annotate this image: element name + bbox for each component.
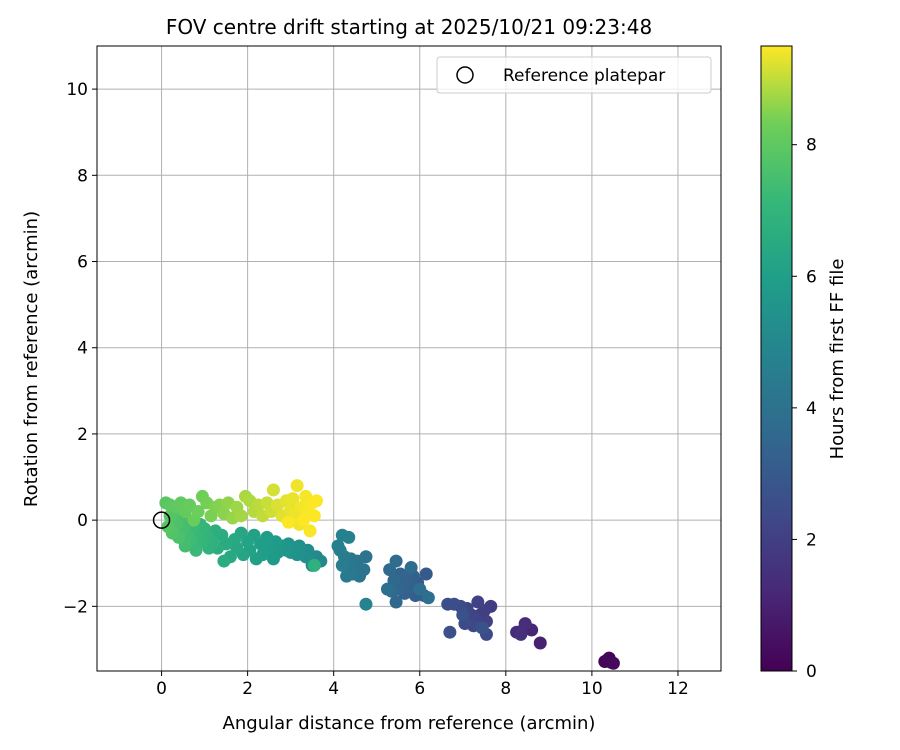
data-point [307, 558, 321, 572]
data-point [389, 554, 403, 568]
colorbar-ticks: 0 2 4 6 8 [792, 136, 817, 682]
legend-marker [456, 66, 474, 84]
x-tick-label: 0 [156, 679, 167, 699]
x-tick-label: 12 [667, 679, 689, 699]
reference-platepar-marker [152, 511, 171, 529]
x-tick-label: 10 [581, 679, 603, 699]
data-point [309, 494, 323, 508]
y-tick-label: 2 [77, 425, 88, 445]
data-point [340, 569, 354, 583]
data-point [290, 479, 304, 493]
data-point [404, 561, 418, 575]
data-point [335, 558, 349, 572]
legend-box [436, 56, 712, 94]
data-point [456, 608, 470, 622]
legend-label: Reference platepar [503, 66, 665, 86]
y-tick-label: 6 [77, 253, 88, 273]
data-point [518, 617, 532, 631]
x-tick-label: 8 [500, 679, 511, 699]
data-point [421, 591, 435, 605]
colorbar-tick-label: 2 [806, 530, 817, 550]
y-tick-label: 8 [77, 166, 88, 186]
data-point [331, 539, 345, 553]
x-axis-label: Angular distance from reference (arcmin) [223, 713, 596, 734]
data-point [471, 595, 485, 609]
data-point [303, 524, 317, 538]
data-point [606, 656, 620, 670]
data-point [413, 582, 427, 596]
x-tick-label: 6 [414, 679, 425, 699]
y-tick-label: 0 [77, 511, 88, 531]
data-point [266, 483, 280, 497]
legend: Reference platepar [436, 56, 712, 94]
data-point [475, 621, 489, 635]
y-axis-label: Rotation from reference (arcmin) [21, 211, 42, 507]
colorbar-tick-label: 0 [806, 662, 817, 682]
data-point [307, 509, 321, 523]
colorbar-tick-label: 4 [806, 399, 817, 419]
y-tick-label: −2 [63, 597, 88, 617]
data-point [217, 554, 231, 568]
data-point [189, 543, 203, 557]
axis-ticks: 0 2 4 6 8 10 12 −2 0 2 4 6 8 10 [63, 80, 689, 699]
data-point [443, 625, 457, 639]
data-points [159, 479, 620, 670]
x-tick-label: 2 [242, 679, 253, 699]
colorbar-gradient [760, 45, 793, 672]
data-point [441, 597, 455, 611]
colorbar-tick-label: 8 [806, 136, 817, 156]
x-tick-label: 4 [328, 679, 339, 699]
data-point [419, 567, 433, 581]
data-point [266, 552, 280, 566]
data-point [380, 582, 394, 596]
chart-title: FOV centre drift starting at 2025/10/21 … [166, 15, 652, 39]
data-point [234, 509, 248, 523]
data-point [359, 597, 373, 611]
colorbar-tick-label: 6 [806, 267, 817, 287]
data-point [191, 505, 205, 519]
y-tick-label: 4 [77, 339, 88, 359]
data-point [389, 595, 403, 609]
colorbar-label: Hours from first FF file [827, 259, 848, 460]
data-point [297, 513, 311, 527]
data-point [282, 515, 296, 529]
data-point [342, 530, 356, 544]
y-tick-label: 10 [66, 80, 88, 100]
data-point [286, 492, 300, 506]
data-point [533, 636, 547, 650]
data-point [161, 520, 175, 534]
data-point [514, 627, 528, 641]
colorbar: 0 2 4 6 8 Hours from first FF file [760, 45, 848, 682]
plot-frame [96, 45, 722, 672]
